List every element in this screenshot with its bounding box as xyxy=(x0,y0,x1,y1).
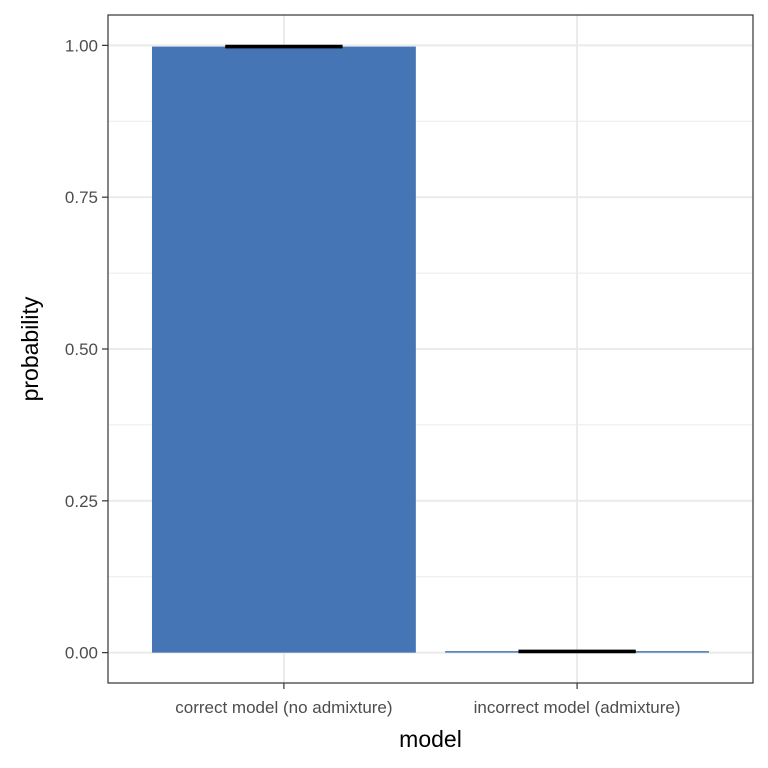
bars xyxy=(151,46,710,653)
x-axis: correct model (no admixture) incorrect mo… xyxy=(175,683,681,717)
y-tick-label: 0.50 xyxy=(65,340,98,359)
error-bars xyxy=(225,44,636,654)
x-tick-label: correct model (no admixture) xyxy=(175,698,392,717)
y-tick-label: 1.00 xyxy=(65,36,98,55)
x-axis-title: model xyxy=(399,726,462,752)
bar xyxy=(151,46,416,653)
y-tick-label: 0.75 xyxy=(65,188,98,207)
y-tick-label: 0.25 xyxy=(65,492,98,511)
y-tick-label: 0.00 xyxy=(65,644,98,663)
y-axis: 0.00 0.25 0.50 0.75 1.00 xyxy=(65,36,108,663)
x-tick-label: incorrect model (admixture) xyxy=(474,698,681,717)
y-axis-title: probability xyxy=(17,296,43,401)
